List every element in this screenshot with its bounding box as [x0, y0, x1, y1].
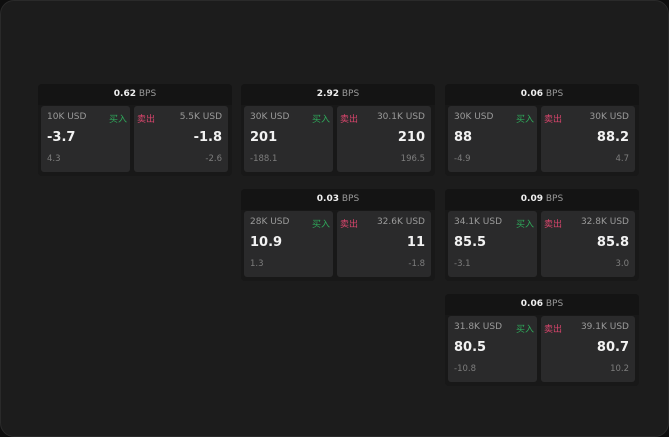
- sell-size: 32.8K USD: [580, 217, 629, 227]
- spread-value: 0.06: [520, 299, 543, 309]
- buy-size: 30K USD: [250, 112, 290, 122]
- sell-price: -1.8: [193, 130, 222, 145]
- buy-change: 1.3: [250, 259, 264, 269]
- spread-header: 0.62 BPS: [38, 84, 232, 105]
- sell-button[interactable]: 卖出 39.1K USD 80.7 10.2: [541, 316, 635, 382]
- sell-button[interactable]: 卖出 32.8K USD 85.8 3.0: [541, 211, 635, 277]
- spread-value: 2.92: [316, 89, 339, 99]
- sell-label: 卖出: [340, 115, 359, 125]
- sell-size: 5.5K USD: [179, 112, 222, 122]
- sell-price: 88.2: [596, 130, 629, 145]
- buy-price: 80.5: [454, 340, 487, 355]
- buy-label: 买入: [515, 325, 534, 335]
- sell-change: 196.5: [400, 154, 425, 164]
- sell-change: -2.6: [205, 154, 222, 164]
- buy-change: -10.8: [454, 364, 476, 374]
- sell-button[interactable]: 卖出 32.6K USD 11 -1.8: [337, 211, 431, 277]
- spread-header: 0.09 BPS: [445, 189, 639, 210]
- sell-change: 10.2: [610, 364, 629, 374]
- buy-size: 10K USD: [47, 112, 87, 122]
- spread-unit: BPS: [545, 89, 564, 99]
- sell-size: 30K USD: [589, 112, 629, 122]
- sell-price: 80.7: [596, 340, 629, 355]
- sell-label: 卖出: [340, 220, 359, 230]
- sell-label: 卖出: [137, 115, 156, 125]
- spread-unit: BPS: [545, 194, 564, 204]
- spread-value: 0.62: [113, 89, 136, 99]
- buy-label: 买入: [311, 220, 330, 230]
- buy-price: 10.9: [250, 235, 283, 250]
- sell-button[interactable]: 卖出 30.1K USD 210 196.5: [337, 106, 431, 172]
- sell-size: 39.1K USD: [580, 322, 629, 332]
- spread-header: 0.06 BPS: [445, 84, 639, 105]
- quote-widget: 2.92 BPS 30K USD 买入 201 -188.1 卖出 30.1K …: [241, 84, 435, 176]
- sell-price: 210: [397, 130, 425, 145]
- sell-label: 卖出: [544, 220, 563, 230]
- sell-button[interactable]: 卖出 5.5K USD -1.8 -2.6: [134, 106, 228, 172]
- sell-change: -1.8: [408, 259, 425, 269]
- quote-widget: 0.06 BPS 31.8K USD 买入 80.5 -10.8 卖出 39.1…: [445, 294, 639, 386]
- sell-label: 卖出: [544, 325, 563, 335]
- buy-label: 买入: [515, 115, 534, 125]
- buy-price: 85.5: [454, 235, 487, 250]
- spread-unit: BPS: [341, 194, 360, 204]
- quote-widget: 0.06 BPS 30K USD 买入 88 -4.9 卖出 30K USD 8…: [445, 84, 639, 176]
- buy-change: -188.1: [250, 154, 278, 164]
- sell-price: 85.8: [596, 235, 629, 250]
- buy-price: 201: [250, 130, 278, 145]
- buy-button[interactable]: 10K USD 买入 -3.7 4.3: [41, 106, 130, 172]
- spread-unit: BPS: [138, 89, 157, 99]
- sell-size: 32.6K USD: [376, 217, 425, 227]
- buy-size: 30K USD: [454, 112, 494, 122]
- buy-change: -3.1: [454, 259, 471, 269]
- quote-widget: 0.62 BPS 10K USD 买入 -3.7 4.3 卖出 5.5K USD…: [38, 84, 232, 176]
- spread-unit: BPS: [341, 89, 360, 99]
- sell-button[interactable]: 卖出 30K USD 88.2 4.7: [541, 106, 635, 172]
- spread-value: 0.09: [520, 194, 543, 204]
- spread-value: 0.06: [520, 89, 543, 99]
- sell-label: 卖出: [544, 115, 563, 125]
- buy-button[interactable]: 30K USD 买入 201 -188.1: [244, 106, 333, 172]
- sell-price: 11: [406, 235, 425, 250]
- buy-change: 4.3: [47, 154, 61, 164]
- buy-button[interactable]: 28K USD 买入 10.9 1.3: [244, 211, 333, 277]
- buy-price: -3.7: [47, 130, 76, 145]
- spread-value: 0.03: [316, 194, 339, 204]
- buy-size: 28K USD: [250, 217, 290, 227]
- buy-size: 34.1K USD: [454, 217, 503, 227]
- buy-button[interactable]: 31.8K USD 买入 80.5 -10.8: [448, 316, 537, 382]
- buy-price: 88: [454, 130, 473, 145]
- spread-header: 0.03 BPS: [241, 189, 435, 210]
- buy-size: 31.8K USD: [454, 322, 503, 332]
- buy-label: 买入: [108, 115, 127, 125]
- sell-size: 30.1K USD: [376, 112, 425, 122]
- spread-header: 0.06 BPS: [445, 294, 639, 315]
- spread-unit: BPS: [545, 299, 564, 309]
- quote-widget: 0.03 BPS 28K USD 买入 10.9 1.3 卖出 32.6K US…: [241, 189, 435, 281]
- buy-label: 买入: [311, 115, 330, 125]
- buy-button[interactable]: 30K USD 买入 88 -4.9: [448, 106, 537, 172]
- buy-change: -4.9: [454, 154, 471, 164]
- buy-button[interactable]: 34.1K USD 买入 85.5 -3.1: [448, 211, 537, 277]
- buy-label: 买入: [515, 220, 534, 230]
- sell-change: 3.0: [615, 259, 629, 269]
- sell-change: 4.7: [615, 154, 629, 164]
- spread-header: 2.92 BPS: [241, 84, 435, 105]
- quote-widget: 0.09 BPS 34.1K USD 买入 85.5 -3.1 卖出 32.8K…: [445, 189, 639, 281]
